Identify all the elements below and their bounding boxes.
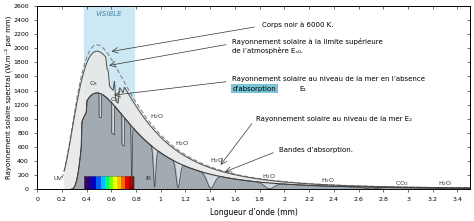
Bar xyxy=(92,176,97,189)
Bar xyxy=(84,6,134,189)
Bar xyxy=(88,176,92,189)
Text: O$_3$: O$_3$ xyxy=(89,79,99,88)
X-axis label: Longueur d’onde (mm): Longueur d’onde (mm) xyxy=(210,208,297,217)
Bar xyxy=(84,176,88,189)
Text: H$_2$O: H$_2$O xyxy=(438,179,452,188)
Text: Bandes d’absorption.: Bandes d’absorption. xyxy=(280,147,354,153)
Bar xyxy=(105,176,109,189)
Text: UV: UV xyxy=(54,176,63,181)
Text: CO$_2$: CO$_2$ xyxy=(395,179,409,188)
Y-axis label: Rayonnement solaire spectral (W.m⁻² par mm): Rayonnement solaire spectral (W.m⁻² par … xyxy=(4,16,12,179)
Text: Rayonnement solaire au niveau de la mer en l’absence: Rayonnement solaire au niveau de la mer … xyxy=(232,76,426,82)
Bar xyxy=(100,176,105,189)
Bar xyxy=(84,176,134,189)
Bar xyxy=(113,176,117,189)
Text: Rayonnement solaire au niveau de la mer E₂: Rayonnement solaire au niveau de la mer … xyxy=(256,116,412,122)
Text: O$_2$: O$_2$ xyxy=(110,95,119,104)
Text: H$_2$O: H$_2$O xyxy=(263,172,277,181)
Bar xyxy=(129,176,134,189)
Text: Corps noir à 6000 K.: Corps noir à 6000 K. xyxy=(262,21,334,28)
Text: E₁: E₁ xyxy=(299,86,306,91)
Bar xyxy=(125,176,129,189)
Text: de l’atmosphère Eₛ₀.: de l’atmosphère Eₛ₀. xyxy=(232,47,303,54)
Bar xyxy=(97,176,100,189)
Text: IR: IR xyxy=(146,176,152,181)
Text: H$_2$O: H$_2$O xyxy=(150,112,164,121)
Text: H$_2$O: H$_2$O xyxy=(320,176,335,185)
Bar xyxy=(117,176,121,189)
Bar xyxy=(109,176,113,189)
Text: d’absorption: d’absorption xyxy=(232,86,276,91)
Text: Rayonnement solaire à la limite supérieure: Rayonnement solaire à la limite supérieu… xyxy=(232,38,383,45)
Text: H$_2$O: H$_2$O xyxy=(174,139,189,148)
Text: H$_2$O: H$_2$O xyxy=(210,156,225,165)
Text: VISIBLE: VISIBLE xyxy=(95,11,121,17)
Bar xyxy=(121,176,125,189)
